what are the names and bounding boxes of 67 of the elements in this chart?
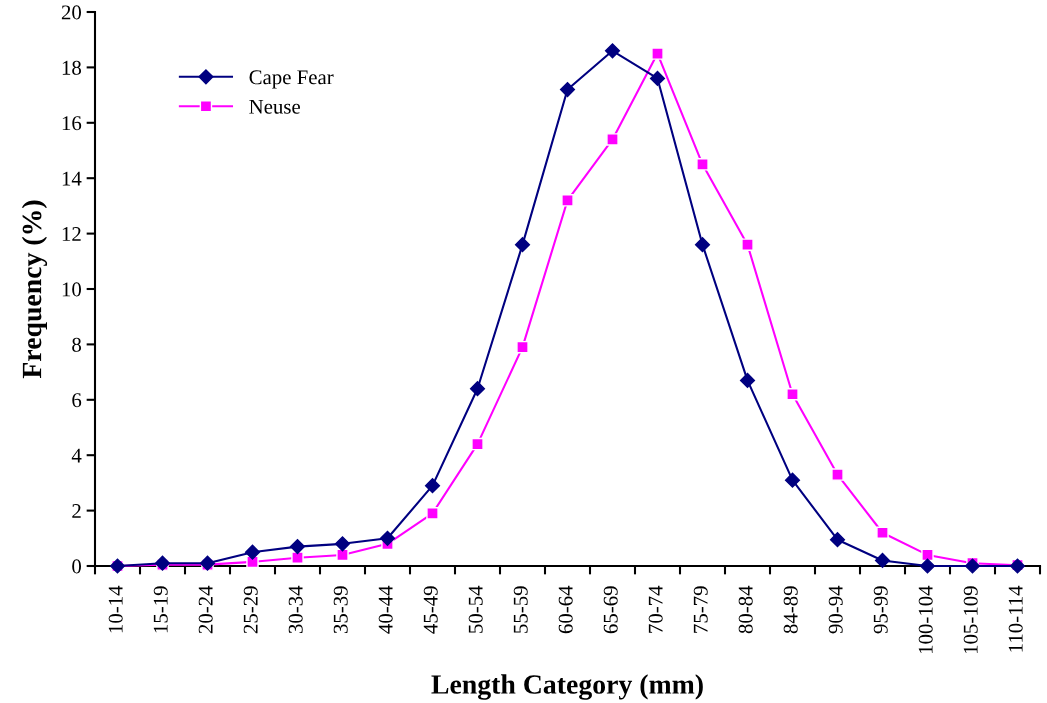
x-tick-label: 95-99 — [873, 586, 888, 634]
y-tick-label: 14 — [62, 171, 82, 186]
point — [559, 81, 576, 98]
x-tick-label: 84-89 — [783, 586, 798, 634]
y-tick-label: 2 — [72, 504, 81, 518]
y-tick-label: 12 — [62, 227, 81, 241]
point — [786, 388, 799, 401]
x-tick-label: 15-19 — [153, 586, 168, 633]
point — [741, 238, 754, 251]
point — [424, 478, 441, 494]
x-tick-label: 80-84 — [738, 585, 753, 634]
y-tick-label: 8 — [72, 337, 82, 352]
point — [874, 552, 891, 569]
x-tick-label: 100-104 — [918, 585, 933, 654]
x-tick-label: 90-94 — [828, 585, 843, 634]
x-tick-label: 70-74 — [648, 585, 663, 633]
point — [291, 551, 304, 564]
point — [379, 530, 396, 546]
point — [561, 194, 574, 207]
y-tick-label: 0 — [72, 559, 82, 574]
y-tick-label: 10 — [62, 282, 82, 297]
point — [471, 437, 484, 451]
point — [334, 536, 351, 552]
x-tick-label: 60-64 — [558, 585, 573, 634]
point — [919, 558, 936, 574]
x-axis-title: Length Category (mm) — [431, 674, 703, 700]
point — [514, 237, 531, 253]
y-tick-label: 6 — [72, 393, 82, 408]
x-tick-label: 75-79 — [693, 586, 708, 633]
point — [921, 548, 934, 562]
point — [604, 43, 621, 59]
point — [336, 548, 349, 562]
y-axis-title: Frequency (%) — [21, 200, 48, 379]
point — [606, 133, 619, 146]
point — [469, 381, 486, 397]
point — [831, 468, 844, 481]
point — [516, 340, 529, 354]
y-tick-label: 20 — [61, 5, 82, 20]
x-tick-label: 35-39 — [333, 586, 348, 634]
point — [739, 372, 756, 388]
y-tick-label: 18 — [62, 60, 82, 75]
x-tick-label: 30-34 — [288, 585, 303, 634]
y-tick-label: 16 — [62, 116, 82, 131]
x-tick-label: 20-24 — [198, 585, 213, 634]
legend-label: Neuse — [249, 99, 300, 114]
point — [964, 558, 981, 574]
x-tick-label: 40-44 — [378, 585, 393, 634]
x-tick-label: 105-109 — [963, 586, 978, 654]
x-tick-label: 110-114 — [1008, 585, 1023, 652]
point — [651, 47, 664, 60]
legend-label: Cape Fear — [249, 70, 334, 89]
point — [829, 532, 846, 548]
x-tick-label: 55-59 — [513, 586, 528, 633]
point — [694, 237, 711, 253]
x-tick-label: 45-49 — [423, 586, 438, 634]
x-tick-label: 25-29 — [243, 586, 258, 634]
y-tick-label: 4 — [71, 448, 82, 463]
point — [289, 539, 306, 555]
x-tick-label: 50-54 — [468, 585, 483, 633]
point — [244, 544, 261, 560]
point — [784, 472, 801, 488]
point — [876, 526, 889, 540]
point — [696, 158, 709, 171]
point — [426, 507, 439, 520]
point — [649, 70, 666, 87]
x-tick-label: 10-14 — [108, 585, 123, 633]
x-tick-label: 65-69 — [603, 586, 618, 634]
